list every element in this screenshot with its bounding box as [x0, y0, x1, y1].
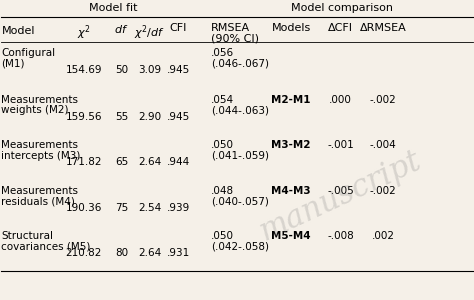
Text: .002: .002 [372, 231, 394, 241]
Text: Measurements: Measurements [1, 140, 78, 150]
Text: 154.69: 154.69 [65, 65, 102, 75]
Text: Structural: Structural [1, 231, 54, 241]
Text: 2.90: 2.90 [138, 112, 161, 122]
Text: $\chi^2/df$: $\chi^2/df$ [134, 23, 165, 42]
Text: .056: .056 [211, 48, 234, 58]
Text: Model fit: Model fit [89, 3, 137, 13]
Text: 210.82: 210.82 [66, 248, 102, 258]
Text: 75: 75 [115, 203, 128, 213]
Text: 3.09: 3.09 [138, 65, 161, 75]
Text: .000: .000 [329, 95, 352, 105]
Text: Models: Models [272, 23, 311, 33]
Text: (M1): (M1) [1, 58, 25, 68]
Text: 190.36: 190.36 [66, 203, 102, 213]
Text: 65: 65 [115, 158, 128, 167]
Text: Model comparison: Model comparison [291, 3, 393, 13]
Text: residuals (M4): residuals (M4) [1, 196, 75, 206]
Text: ΔRMSEA: ΔRMSEA [360, 23, 406, 33]
Text: M2-M1: M2-M1 [272, 95, 311, 105]
Text: $df$: $df$ [114, 23, 129, 35]
Text: (.046-.067): (.046-.067) [211, 58, 269, 68]
Text: (90% CI): (90% CI) [211, 33, 259, 43]
Text: .054: .054 [211, 95, 234, 105]
Text: ΔCFI: ΔCFI [328, 23, 353, 33]
Text: Model: Model [1, 26, 35, 36]
Text: 171.82: 171.82 [65, 158, 102, 167]
Text: (.042-.058): (.042-.058) [211, 242, 269, 251]
Text: .050: .050 [211, 231, 234, 241]
Text: -.002: -.002 [370, 95, 396, 105]
Text: (.041-.059): (.041-.059) [211, 151, 269, 160]
Text: 55: 55 [115, 112, 128, 122]
Text: -.001: -.001 [327, 140, 354, 150]
Text: .048: .048 [211, 186, 234, 196]
Text: CFI: CFI [169, 23, 187, 33]
Text: 50: 50 [115, 65, 128, 75]
Text: 2.54: 2.54 [138, 203, 162, 213]
Text: (.044-.063): (.044-.063) [211, 105, 269, 115]
Text: RMSEA: RMSEA [211, 23, 250, 33]
Text: Measurements: Measurements [1, 95, 78, 105]
Text: $\chi^2$: $\chi^2$ [77, 23, 91, 42]
Text: Measurements: Measurements [1, 186, 78, 196]
Text: -.004: -.004 [370, 140, 396, 150]
Text: .945: .945 [166, 112, 190, 122]
Text: 80: 80 [115, 248, 128, 258]
Text: .931: .931 [166, 248, 190, 258]
Text: .939: .939 [166, 203, 190, 213]
Text: -.008: -.008 [327, 231, 354, 241]
Text: .944: .944 [166, 158, 190, 167]
Text: covariances (M5): covariances (M5) [1, 242, 91, 251]
Text: manuscript: manuscript [255, 145, 427, 247]
Text: M4-M3: M4-M3 [272, 186, 311, 196]
Text: 159.56: 159.56 [65, 112, 102, 122]
Text: .050: .050 [211, 140, 234, 150]
Text: -.005: -.005 [327, 186, 354, 196]
Text: 2.64: 2.64 [138, 158, 162, 167]
Text: -.002: -.002 [370, 186, 396, 196]
Text: weights (M2): weights (M2) [1, 105, 69, 115]
Text: M5-M4: M5-M4 [272, 231, 311, 241]
Text: Configural: Configural [1, 48, 55, 58]
Text: 2.64: 2.64 [138, 248, 162, 258]
Text: .945: .945 [166, 65, 190, 75]
Text: intercepts (M3): intercepts (M3) [1, 151, 81, 160]
Text: M3-M2: M3-M2 [272, 140, 311, 150]
Text: (.040-.057): (.040-.057) [211, 196, 269, 206]
